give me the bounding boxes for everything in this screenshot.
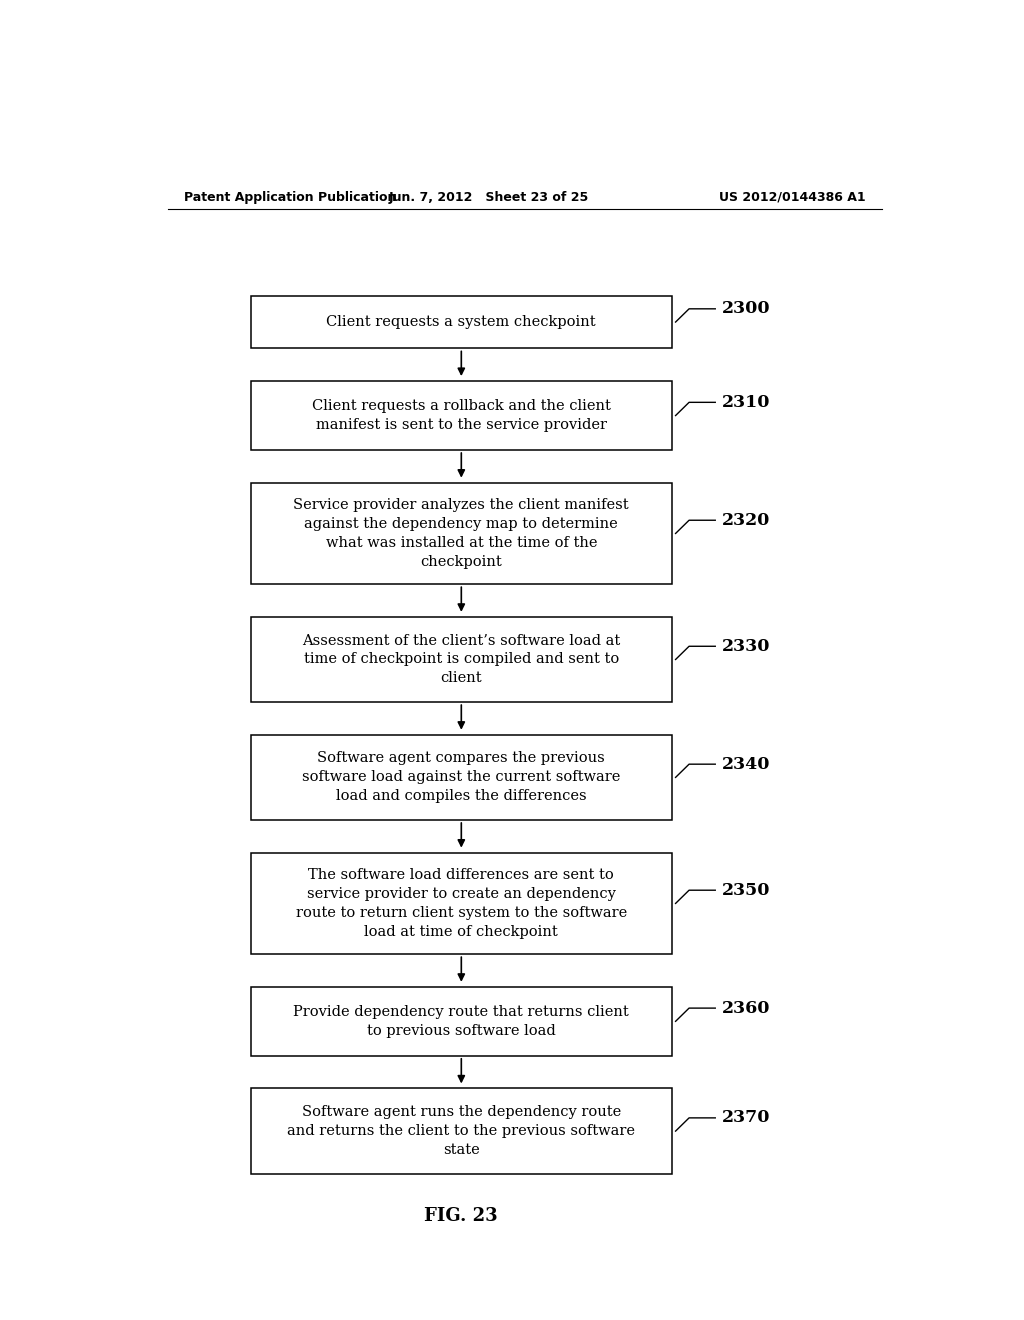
Bar	[251, 483, 672, 585]
Text: FIG. 23: FIG. 23	[425, 1208, 498, 1225]
Text: 2370: 2370	[722, 1109, 770, 1126]
Text: 2340: 2340	[722, 755, 770, 772]
Text: 2300: 2300	[722, 301, 770, 317]
Text: The software load differences are sent to
service provider to create an dependen: The software load differences are sent t…	[296, 869, 627, 939]
Text: US 2012/0144386 A1: US 2012/0144386 A1	[720, 190, 866, 203]
Text: Software agent compares the previous
software load against the current software
: Software agent compares the previous sof…	[302, 751, 621, 804]
Bar	[251, 1089, 672, 1173]
Text: 2350: 2350	[722, 882, 770, 899]
Bar	[251, 616, 672, 702]
Text: 2330: 2330	[722, 638, 770, 655]
Text: Provide dependency route that returns client
to previous software load: Provide dependency route that returns cl…	[294, 1005, 629, 1038]
Text: Client requests a rollback and the client
manifest is sent to the service provid: Client requests a rollback and the clien…	[312, 399, 610, 432]
Text: Service provider analyzes the client manifest
against the dependency map to dete: Service provider analyzes the client man…	[294, 498, 629, 569]
Bar	[251, 296, 672, 348]
Text: Client requests a system checkpoint: Client requests a system checkpoint	[327, 315, 596, 329]
Text: Patent Application Publication: Patent Application Publication	[183, 190, 396, 203]
Bar	[251, 381, 672, 450]
Text: Software agent runs the dependency route
and returns the client to the previous : Software agent runs the dependency route…	[288, 1105, 635, 1158]
Text: Jun. 7, 2012   Sheet 23 of 25: Jun. 7, 2012 Sheet 23 of 25	[389, 190, 589, 203]
Text: 2320: 2320	[722, 512, 770, 529]
Text: Assessment of the client’s software load at
time of checkpoint is compiled and s: Assessment of the client’s software load…	[302, 634, 621, 685]
Text: 2360: 2360	[722, 999, 770, 1016]
Bar	[251, 853, 672, 954]
Bar	[251, 735, 672, 820]
Bar	[251, 987, 672, 1056]
Text: 2310: 2310	[722, 393, 770, 411]
